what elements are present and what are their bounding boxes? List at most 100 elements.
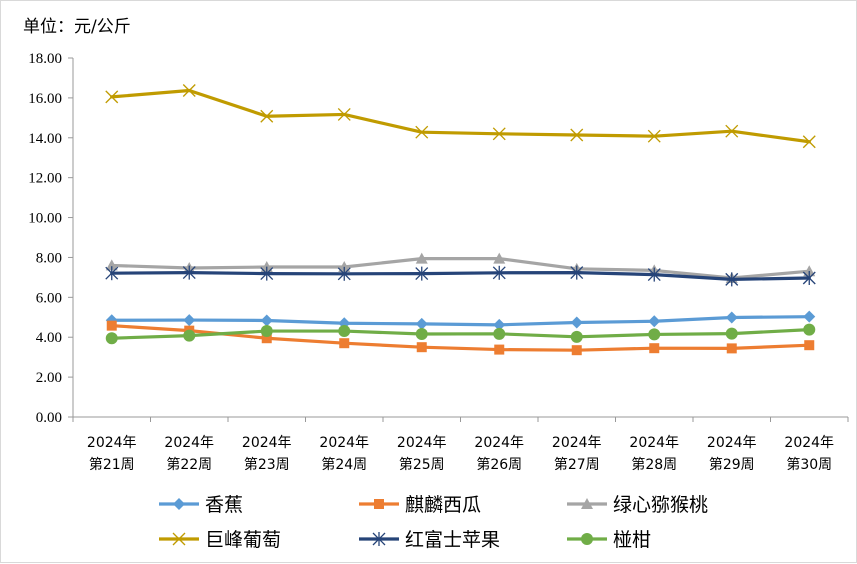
x-tick-label: 第21周 — [89, 456, 135, 473]
data-point — [492, 127, 506, 141]
x-tick-label: 2024年 — [629, 435, 679, 451]
x-tick-label: 2024年 — [552, 435, 602, 451]
data-point — [183, 329, 196, 342]
series-line — [110, 271, 811, 281]
data-point — [415, 317, 428, 330]
series-1 — [105, 310, 816, 331]
legend-label: 巨峰葡萄 — [205, 529, 281, 551]
data-point — [260, 109, 274, 123]
data-point — [261, 333, 272, 344]
data-point — [415, 125, 429, 139]
legend-item: 巨峰葡萄 — [159, 529, 281, 551]
data-point — [416, 342, 427, 353]
data-point — [493, 318, 506, 331]
series-layer — [105, 84, 816, 356]
y-tick-label: 12.00 — [28, 171, 62, 187]
y-tick-label: 0.00 — [36, 410, 62, 426]
x-tick-label: 2024年 — [319, 435, 369, 451]
data-point — [105, 90, 119, 104]
data-point — [337, 107, 351, 121]
legend-marker — [581, 533, 593, 545]
x-tick-label: 第23周 — [244, 456, 290, 473]
data-point — [570, 316, 583, 329]
data-point — [105, 332, 118, 345]
y-tick-label: 6.00 — [36, 290, 62, 306]
data-point — [338, 325, 351, 338]
data-point — [105, 259, 118, 271]
y-tick-label: 4.00 — [36, 330, 62, 346]
data-point — [803, 265, 816, 277]
data-point — [725, 124, 739, 138]
x-tick-label: 第22周 — [166, 456, 212, 473]
data-point — [725, 272, 739, 287]
series-6 — [105, 323, 816, 345]
legend-marker — [173, 498, 185, 510]
series-line — [110, 88, 811, 144]
marker-stroke — [337, 107, 351, 121]
data-point — [415, 328, 428, 341]
data-point — [493, 327, 506, 340]
legend-marker — [372, 532, 386, 546]
data-point — [647, 129, 661, 143]
legend-marker — [374, 499, 384, 509]
series-4 — [105, 84, 816, 149]
data-point — [183, 314, 196, 327]
unit-label: 单位：元/公斤 — [23, 17, 131, 37]
data-point — [725, 311, 738, 324]
data-point — [648, 315, 661, 328]
x-tick-label: 第29周 — [709, 456, 755, 473]
legend-label: 麒麟西瓜 — [405, 494, 481, 516]
y-tick-label: 14.00 — [28, 131, 62, 147]
marker-stroke — [172, 532, 186, 546]
data-point — [648, 328, 661, 341]
x-tick-label: 2024年 — [474, 435, 524, 451]
legend-label: 香蕉 — [205, 494, 243, 516]
data-point — [803, 310, 816, 323]
series-line — [110, 328, 811, 340]
data-point — [571, 345, 582, 356]
x-tick-label: 2024年 — [397, 435, 447, 451]
data-point — [726, 343, 737, 354]
legend-marker — [172, 532, 186, 546]
legend-item: 麒麟西瓜 — [359, 494, 481, 516]
data-point — [493, 252, 506, 264]
x-tick-label: 第28周 — [631, 456, 677, 473]
marker-stroke — [647, 129, 661, 143]
data-point — [725, 327, 738, 340]
legend-item: 绿心猕猴桃 — [567, 494, 708, 516]
series-5 — [105, 265, 816, 287]
marker-stroke — [260, 109, 274, 123]
data-point — [570, 128, 584, 142]
data-point — [105, 266, 119, 281]
x-tick-label: 第25周 — [399, 456, 445, 473]
x-tick-label: 2024年 — [784, 435, 834, 451]
y-tick-label: 16.00 — [28, 91, 62, 107]
data-point — [182, 265, 196, 280]
data-point — [570, 265, 584, 280]
data-point — [260, 266, 274, 281]
x-tick-label: 第26周 — [476, 456, 522, 473]
x-tick-label: 第27周 — [554, 456, 600, 473]
data-point — [338, 261, 351, 273]
data-point — [182, 84, 196, 97]
data-point — [802, 270, 816, 285]
series-line — [110, 315, 811, 327]
marker-stroke — [492, 127, 506, 141]
data-point — [492, 265, 506, 280]
y-tick-label: 2.00 — [36, 370, 62, 386]
legend-item: 椪柑 — [567, 529, 651, 551]
data-point — [337, 266, 351, 281]
data-point — [106, 320, 117, 331]
data-point — [803, 323, 816, 336]
data-point — [415, 252, 428, 264]
data-point — [649, 343, 660, 354]
x-tick-label: 第24周 — [321, 456, 367, 473]
data-point — [260, 314, 273, 327]
marker-stroke — [725, 124, 739, 138]
data-point — [260, 261, 273, 273]
legend-label: 椪柑 — [613, 529, 651, 551]
series-line — [110, 257, 811, 280]
marker-stroke — [182, 84, 196, 97]
